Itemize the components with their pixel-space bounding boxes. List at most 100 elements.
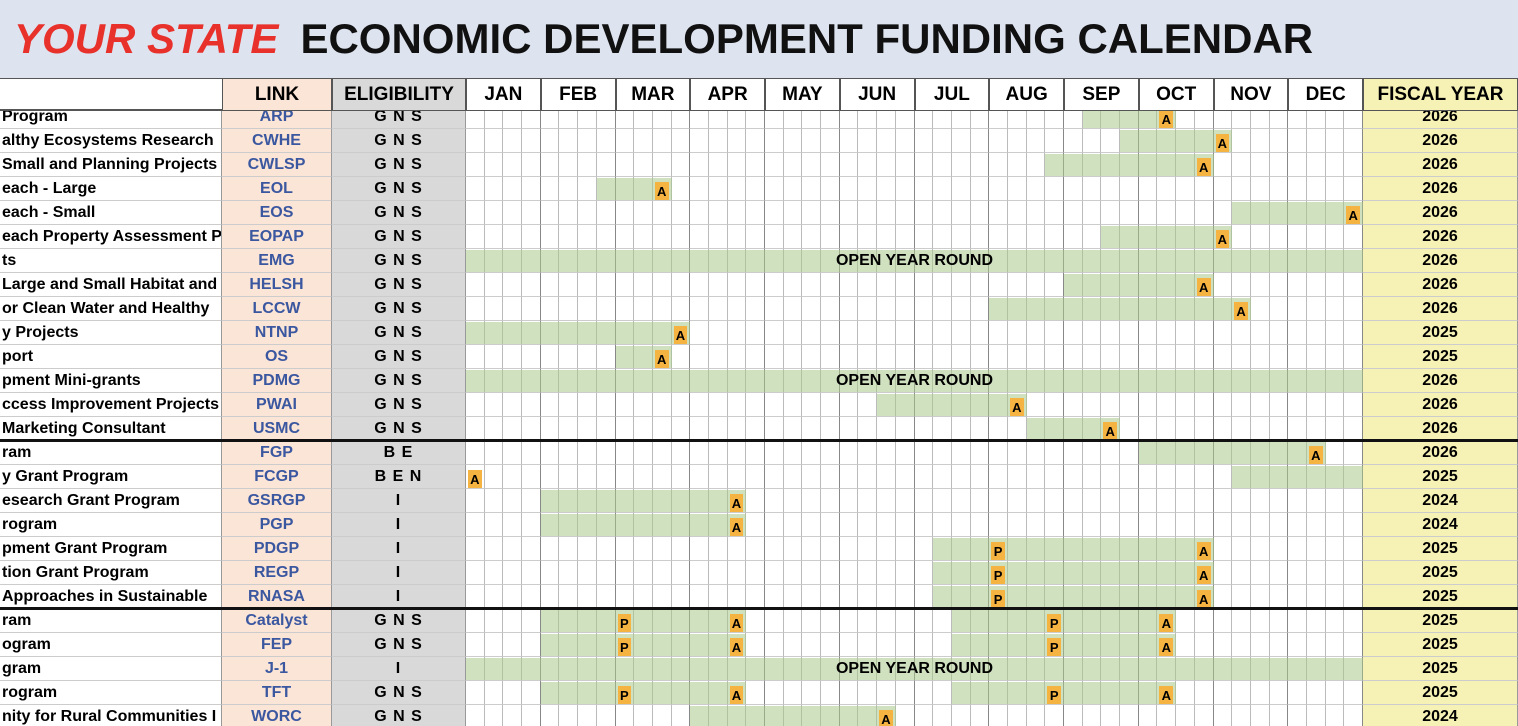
deadline-marker: A <box>1159 614 1174 632</box>
program-link[interactable]: PWAI <box>222 393 332 417</box>
week-cell <box>1250 609 1270 633</box>
program-link[interactable]: PDGP <box>222 537 332 561</box>
week-cell <box>746 585 765 609</box>
program-link[interactable]: CWLSP <box>222 153 332 177</box>
fiscal-year: 2025 <box>1363 585 1518 609</box>
week-cell <box>802 393 822 417</box>
program-link[interactable]: RNASA <box>222 585 332 609</box>
week-cell <box>1007 177 1027 201</box>
week-cell <box>1176 393 1195 417</box>
week-cell <box>1325 681 1345 705</box>
week-cell <box>1250 129 1270 153</box>
week-cell <box>1026 273 1046 297</box>
program-link[interactable]: J-1 <box>222 657 332 681</box>
week-cell <box>1101 321 1121 345</box>
week-cell <box>540 105 560 129</box>
program-link[interactable]: EOPAP <box>222 225 332 249</box>
week-cell <box>1194 609 1214 633</box>
week-cell <box>765 417 784 441</box>
week-cell <box>1064 129 1083 153</box>
program-link[interactable]: TFT <box>222 681 332 705</box>
week-cell <box>951 345 971 369</box>
week-cell <box>1269 129 1289 153</box>
week-cell <box>1026 177 1046 201</box>
week-cell <box>690 177 709 201</box>
program-name: ogram <box>0 633 222 657</box>
week-cell <box>802 681 822 705</box>
week-cell <box>1176 609 1195 633</box>
week-cell <box>1064 441 1083 465</box>
open-period <box>1232 202 1363 224</box>
week-cell <box>1007 321 1027 345</box>
week-cell <box>914 633 934 657</box>
program-link[interactable]: EMG <box>222 249 332 273</box>
week-cell <box>1325 273 1345 297</box>
week-cell <box>1269 225 1289 249</box>
week-cell <box>708 105 728 129</box>
week-cell <box>1213 561 1233 585</box>
week-cell <box>1007 153 1027 177</box>
week-cell <box>1213 489 1233 513</box>
week-cell <box>821 633 840 657</box>
week-cell <box>540 417 560 441</box>
week-cell <box>746 681 765 705</box>
open-period <box>540 610 747 632</box>
week-cell <box>783 609 803 633</box>
week-cell <box>1325 609 1345 633</box>
program-link[interactable]: FGP <box>222 441 332 465</box>
week-cell <box>1026 513 1046 537</box>
week-cell <box>802 225 822 249</box>
week-cell <box>727 465 747 489</box>
program-name: gram <box>0 657 222 681</box>
program-name: ts <box>0 249 222 273</box>
week-cell <box>503 537 523 561</box>
week-cell <box>671 441 691 465</box>
week-cell <box>877 297 896 321</box>
program-link[interactable]: REGP <box>222 561 332 585</box>
open-period <box>989 298 1251 320</box>
week-cell <box>1288 537 1307 561</box>
program-link[interactable]: HELSH <box>222 273 332 297</box>
program-link[interactable]: PDMG <box>222 369 332 393</box>
eligibility: G N S <box>332 153 466 177</box>
program-link[interactable]: PGP <box>222 513 332 537</box>
week-cell <box>708 177 728 201</box>
week-cell <box>597 705 616 726</box>
week-cell <box>1138 321 1158 345</box>
deadline-marker: A <box>1196 590 1211 608</box>
fiscal-year: 2026 <box>1363 177 1518 201</box>
week-cell <box>951 489 971 513</box>
week-cell <box>765 393 784 417</box>
program-link[interactable]: GSRGP <box>222 489 332 513</box>
program-link[interactable]: EOS <box>222 201 332 225</box>
program-link[interactable]: EOL <box>222 177 332 201</box>
week-cell <box>708 561 728 585</box>
week-cell <box>1082 489 1102 513</box>
program-link[interactable]: Catalyst <box>222 609 332 633</box>
week-cell <box>1027 705 1046 726</box>
month-header: OCT <box>1138 78 1214 111</box>
deadline-marker: P <box>1047 614 1061 632</box>
program-link[interactable]: FEP <box>222 633 332 657</box>
program-link[interactable]: USMC <box>222 417 332 441</box>
week-cell <box>989 321 1008 345</box>
week-cell <box>727 561 747 585</box>
program-link[interactable]: LCCW <box>222 297 332 321</box>
week-cell <box>765 153 784 177</box>
week-cell <box>951 105 971 129</box>
program-link[interactable]: OS <box>222 345 332 369</box>
week-cell <box>615 129 635 153</box>
week-cell <box>596 129 616 153</box>
program-link[interactable]: CWHE <box>222 129 332 153</box>
program-name: y Projects <box>0 321 222 345</box>
week-cell <box>484 489 504 513</box>
open-period <box>540 514 747 536</box>
week-cell <box>1082 441 1102 465</box>
program-link[interactable]: WORC <box>222 705 332 726</box>
program-link[interactable]: NTNP <box>222 321 332 345</box>
week-cell <box>653 705 672 726</box>
week-cell <box>1306 393 1326 417</box>
open-period <box>540 490 747 512</box>
deadline-marker: P <box>1047 686 1061 704</box>
program-link[interactable]: FCGP <box>222 465 332 489</box>
